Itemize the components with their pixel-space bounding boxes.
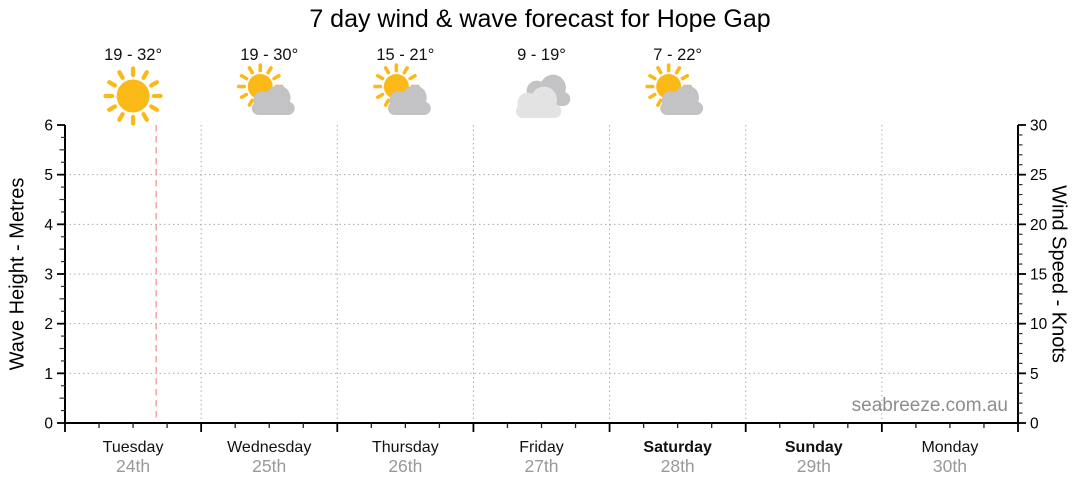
day-date-label: 26th: [388, 456, 422, 476]
y-left-tick-label: 5: [44, 167, 53, 184]
sun-ray: [117, 70, 125, 80]
sun-ray: [107, 104, 118, 112]
day-name-label: Thursday: [372, 439, 439, 456]
sun-disc: [116, 79, 150, 113]
chart-title: 7 day wind & wave forecast for Hope Gap: [309, 5, 771, 33]
grid: [65, 125, 1018, 423]
sun-ray: [402, 66, 409, 75]
y-right-tick-label: 25: [1030, 167, 1047, 184]
sun-ray: [375, 92, 385, 100]
day-name-label: Friday: [519, 439, 563, 456]
cloud-shape: [251, 85, 295, 115]
temp-label: 7 - 22°: [653, 46, 702, 64]
sun-ray: [141, 70, 149, 80]
sun-ray: [239, 92, 249, 100]
sun-ray: [674, 66, 682, 75]
temp-label: 9 - 19°: [517, 46, 566, 64]
axes: 0 1 2 3 4 5 6 0 5 10 15 20 25 30: [44, 118, 1047, 433]
sun-ray: [247, 98, 255, 107]
day-date-label: 30th: [933, 456, 967, 476]
sun-ray: [247, 66, 255, 75]
y-right-tick-label: 10: [1030, 316, 1048, 333]
cloud-shape: [387, 85, 431, 115]
weather-icon-cloudy: [515, 74, 571, 118]
y-right-tick-label: 30: [1030, 118, 1048, 135]
y-left-tick-label: 2: [44, 316, 53, 333]
y-right-tick-label: 0: [1030, 416, 1039, 433]
weather-icon-sun-cloud: [373, 63, 431, 115]
sun-ray: [383, 66, 391, 75]
y-left-tick-label: 0: [44, 416, 53, 433]
weather-icon-sun-cloud: [645, 63, 704, 115]
watermark: seabreeze.com.au: [851, 395, 1008, 416]
y-left-tick-label: 6: [44, 118, 53, 135]
y-left-tick-label: 1: [44, 366, 53, 383]
sun-ray: [383, 98, 391, 107]
day-date-label: 24th: [116, 456, 150, 476]
temp-label: 19 - 32°: [104, 46, 162, 64]
sun-ray: [656, 66, 663, 75]
cloud-shape: [515, 86, 562, 118]
weather-icon-sunny: [103, 66, 163, 126]
day-date-label: 25th: [252, 456, 286, 476]
day-name-label: Saturday: [643, 439, 712, 456]
y-left-tick-label: 4: [44, 217, 53, 234]
day-date-label: 29th: [797, 456, 831, 476]
day-date-label: 28th: [661, 456, 695, 476]
sun-ray: [117, 112, 125, 122]
sun-ray: [107, 80, 118, 88]
cloud-shape: [660, 85, 704, 115]
sun-ray: [266, 66, 273, 75]
sun-ray: [648, 73, 657, 81]
day-date-label: 27th: [524, 456, 558, 476]
sun-ray: [656, 98, 663, 107]
sun-ray: [375, 73, 385, 81]
day-name-label: Tuesday: [103, 439, 164, 456]
y-right-tick-label: 5: [1030, 366, 1039, 383]
day-name-label: Wednesday: [227, 439, 311, 456]
weather-icon-sun-cloud: [236, 63, 295, 115]
sun-ray: [680, 73, 690, 81]
y-left-tick-label: 3: [44, 267, 53, 284]
sun-ray: [648, 92, 657, 100]
temp-label: 19 - 30°: [240, 46, 298, 64]
sun-ray: [272, 73, 281, 81]
sun-ray: [239, 73, 249, 81]
temp-label: 15 - 21°: [376, 46, 434, 64]
sun-ray: [408, 73, 417, 81]
sun-ray: [149, 80, 160, 88]
day-name-label: Sunday: [785, 439, 843, 456]
sun-ray: [149, 104, 160, 112]
y-right-tick-label: 20: [1030, 217, 1048, 234]
y-right-tick-label: 15: [1030, 267, 1047, 284]
sun-ray: [141, 112, 149, 122]
day-name-label: Monday: [921, 439, 978, 456]
